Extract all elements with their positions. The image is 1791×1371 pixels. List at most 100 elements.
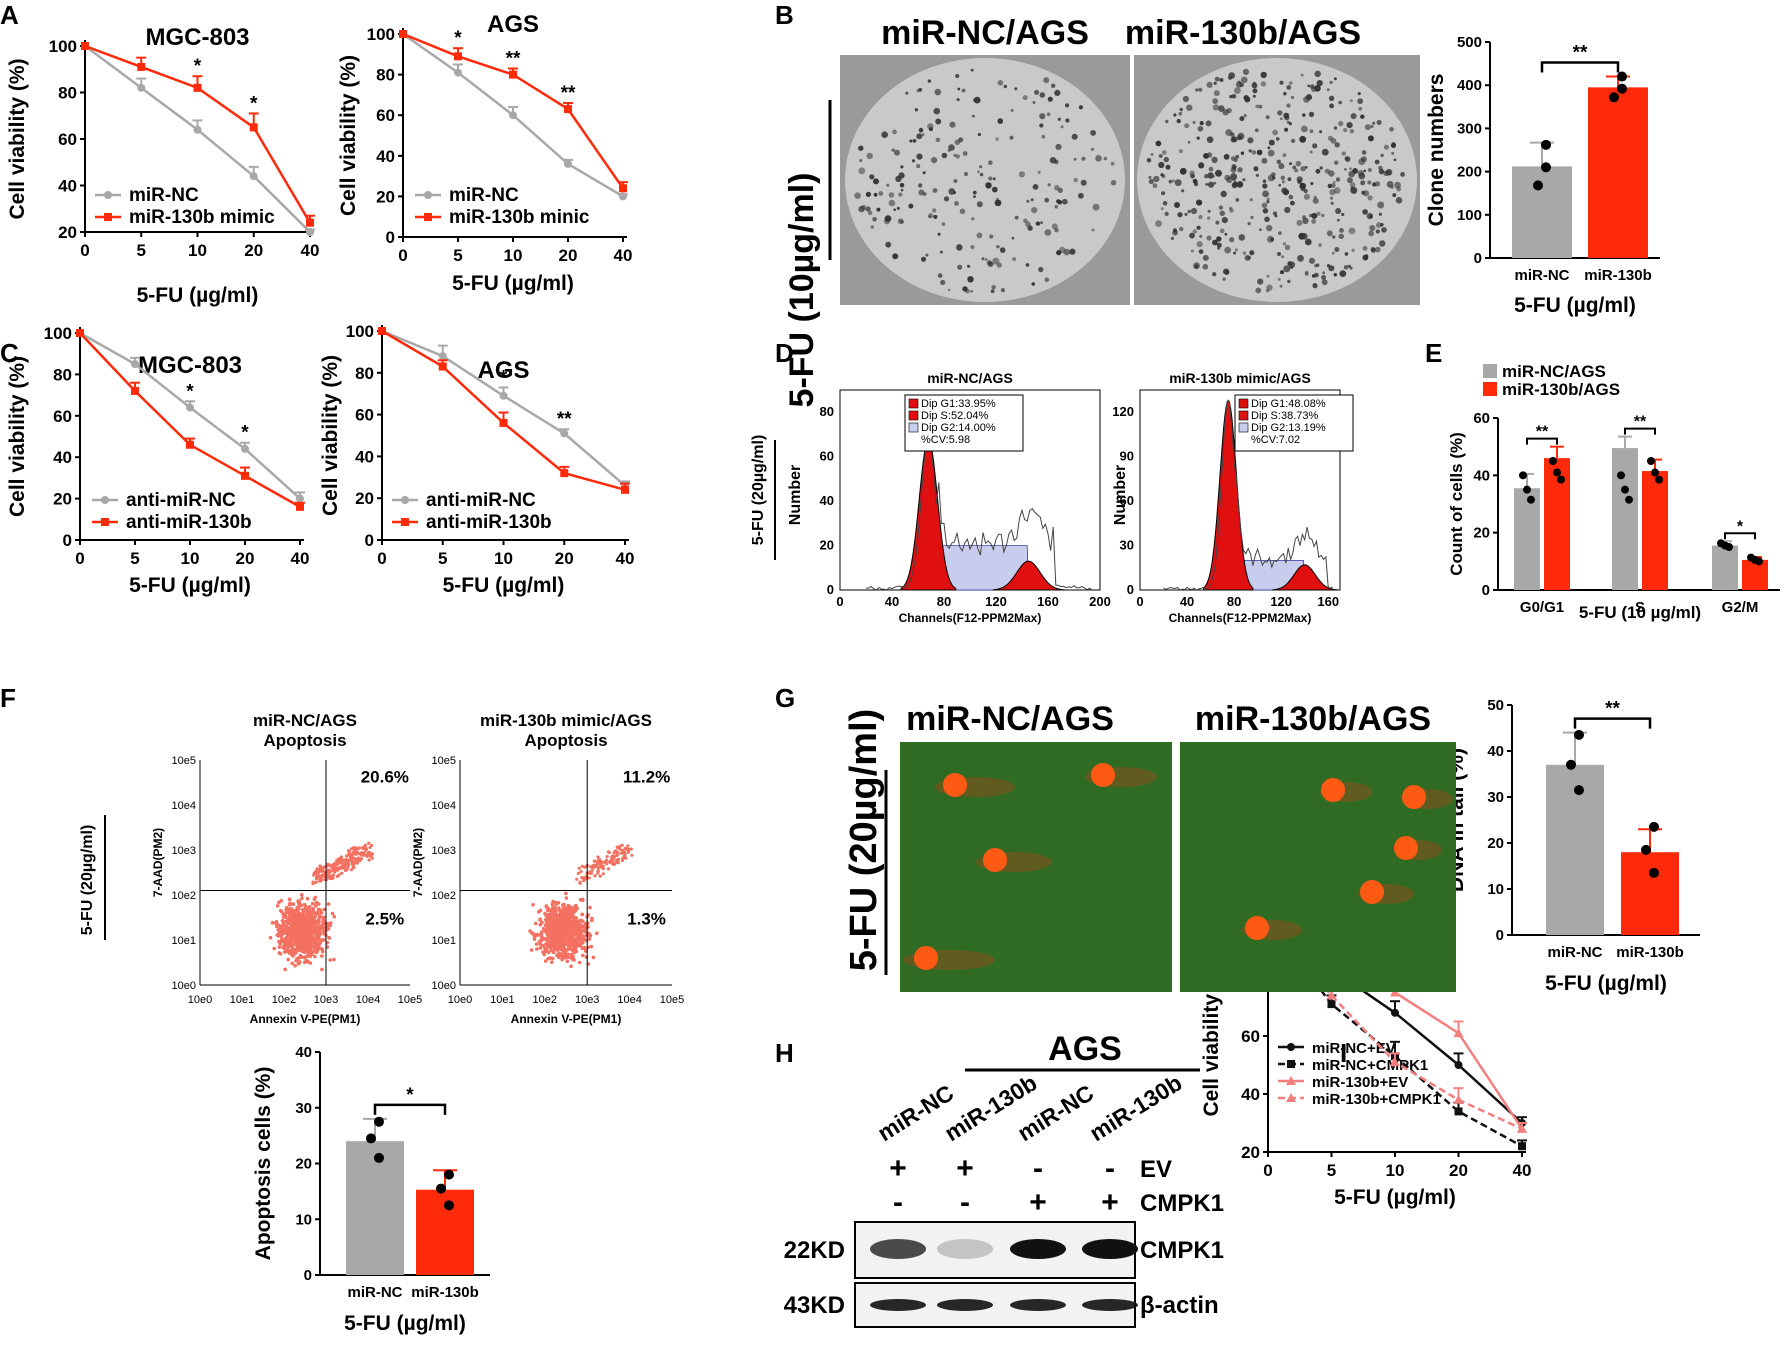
legend-label: Dip G2:13.19% bbox=[1251, 422, 1326, 434]
colony bbox=[1091, 228, 1095, 232]
x-tick-label: 20 bbox=[1449, 1161, 1468, 1180]
colony bbox=[1389, 127, 1394, 132]
colony bbox=[1014, 87, 1018, 91]
y-tick-label: 60 bbox=[1241, 1027, 1260, 1046]
panel-f-scatter: 5-FU (20µg/ml) miR-NC/AGSApoptosis10e010… bbox=[79, 711, 684, 1026]
event-dot bbox=[567, 918, 572, 923]
legend-label: miR-NC+EV bbox=[1312, 1040, 1396, 1057]
colony bbox=[927, 79, 932, 83]
colony bbox=[1290, 200, 1295, 206]
colony bbox=[965, 288, 970, 294]
bar bbox=[1514, 488, 1540, 590]
event-dot bbox=[291, 947, 296, 952]
event-dot bbox=[541, 950, 545, 954]
replicate-point bbox=[1527, 495, 1535, 504]
data-point bbox=[509, 111, 517, 120]
bar bbox=[1642, 471, 1668, 590]
y-tick-label: 10e2 bbox=[172, 890, 196, 902]
colony bbox=[1080, 179, 1087, 186]
colony bbox=[1287, 279, 1291, 284]
colony bbox=[1280, 175, 1286, 180]
event-dot bbox=[604, 858, 609, 863]
event-dot bbox=[576, 871, 581, 876]
colony bbox=[1267, 146, 1271, 150]
colony bbox=[1162, 150, 1167, 155]
event-dot bbox=[317, 914, 322, 918]
event-dot bbox=[551, 917, 555, 922]
colony bbox=[1014, 215, 1019, 220]
side-label-f: 5-FU (20µg/ml) bbox=[79, 825, 96, 936]
x-tick-label: 80 bbox=[1227, 594, 1241, 609]
data-point bbox=[306, 218, 314, 227]
event-dot bbox=[583, 921, 588, 926]
colony bbox=[1287, 177, 1292, 182]
event-dot bbox=[546, 950, 551, 955]
colony bbox=[1341, 212, 1345, 217]
colony bbox=[1217, 246, 1221, 250]
event-dot bbox=[333, 870, 337, 874]
colony bbox=[1173, 113, 1177, 117]
colony bbox=[1223, 153, 1230, 160]
colony bbox=[1248, 149, 1252, 153]
event-dot bbox=[595, 862, 599, 867]
data-point bbox=[1453, 1028, 1464, 1038]
colony bbox=[1255, 104, 1260, 109]
event-dot bbox=[308, 928, 313, 932]
colony bbox=[1032, 184, 1039, 190]
side-label-d: 5-FU (20µg/ml) bbox=[750, 435, 767, 546]
y-tick-label: 200 bbox=[1457, 164, 1482, 181]
y-tick-label: 80 bbox=[376, 66, 395, 85]
y-tick-label: 10e5 bbox=[172, 755, 196, 767]
colony bbox=[1286, 120, 1290, 124]
legend-label: %CV:7.02 bbox=[1251, 434, 1300, 446]
event-dot bbox=[554, 902, 558, 907]
colony bbox=[1252, 88, 1258, 94]
data-point bbox=[619, 192, 627, 201]
x-tick-label: 40 bbox=[291, 549, 310, 568]
event-dot bbox=[573, 904, 578, 908]
colony bbox=[1199, 234, 1203, 238]
cell-cycle-peak bbox=[1272, 564, 1338, 591]
y-tick-label: 10e4 bbox=[432, 800, 456, 812]
event-dot bbox=[284, 905, 289, 910]
event-dot bbox=[583, 948, 588, 953]
colony bbox=[979, 165, 983, 169]
y-tick-label: 60 bbox=[820, 449, 834, 464]
event-dot bbox=[571, 910, 575, 915]
ev-sign: + bbox=[956, 1152, 974, 1185]
event-dot bbox=[283, 967, 288, 972]
bar bbox=[1546, 764, 1604, 935]
colony bbox=[1393, 158, 1397, 162]
y-tick-label: 20 bbox=[53, 490, 72, 509]
event-dot bbox=[578, 880, 582, 884]
colony bbox=[908, 203, 914, 209]
quadrant-percent-upper: 11.2% bbox=[623, 768, 670, 787]
colony bbox=[1314, 272, 1319, 278]
colony bbox=[949, 121, 956, 128]
colony bbox=[932, 188, 938, 193]
panel-label-h: H bbox=[775, 1038, 794, 1068]
colony bbox=[1078, 105, 1083, 110]
colony bbox=[1043, 77, 1050, 84]
x-tick-label: 0 bbox=[836, 594, 843, 609]
event-dot bbox=[331, 866, 335, 871]
y-tick-label: 0 bbox=[827, 582, 834, 597]
colony bbox=[1381, 227, 1387, 233]
event-dot bbox=[582, 924, 586, 929]
colony bbox=[979, 172, 984, 177]
data-point bbox=[1517, 1123, 1527, 1133]
legend-marker bbox=[1287, 1043, 1295, 1051]
data-point bbox=[438, 352, 447, 361]
x-tick-label: 5 bbox=[130, 549, 139, 568]
x-axis-label: 5-FU (µg/ml) bbox=[344, 1312, 466, 1335]
y-tick-label: 40 bbox=[53, 448, 72, 467]
legend-label: miR-130b minic bbox=[449, 207, 590, 228]
event-dot bbox=[300, 896, 304, 901]
event-dot bbox=[560, 957, 564, 962]
side-label-b: 5-FU (10µg/ml) bbox=[783, 173, 821, 408]
colony bbox=[1229, 237, 1235, 243]
event-dot bbox=[569, 964, 573, 969]
colony bbox=[1303, 193, 1310, 200]
colony bbox=[1348, 170, 1355, 178]
